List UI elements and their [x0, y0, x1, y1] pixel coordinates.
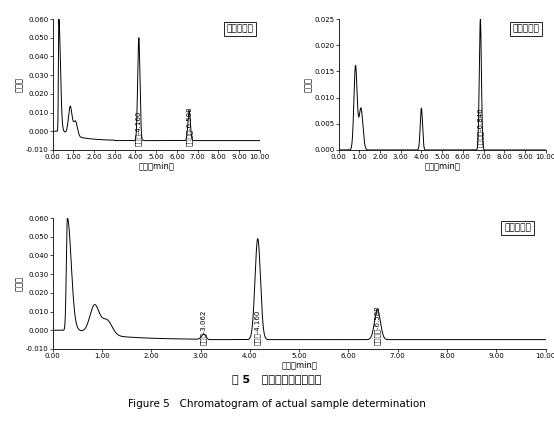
Text: 山梨酸-4.160: 山梨酸-4.160	[254, 310, 261, 345]
X-axis label: 时间（min）: 时间（min）	[138, 162, 174, 170]
Text: 月饼色谱图: 月饼色谱图	[504, 223, 531, 232]
Text: 糕点色谱图: 糕点色谱图	[227, 24, 254, 33]
Text: 山梨酸-4.160: 山梨酸-4.160	[136, 111, 142, 146]
Text: Figure 5   Chromatogram of actual sample determination: Figure 5 Chromatogram of actual sample d…	[128, 399, 426, 409]
Text: 脱氢乙酸-6.588: 脱氢乙酸-6.588	[374, 305, 381, 345]
Text: 辣条色谱图: 辣条色谱图	[512, 24, 540, 33]
Text: 脱氢乙酸-6.846: 脱氢乙酸-6.846	[477, 108, 484, 147]
X-axis label: 时间（min）: 时间（min）	[281, 360, 317, 370]
Y-axis label: 响应值: 响应值	[16, 77, 24, 92]
X-axis label: 时间（min）: 时间（min）	[424, 162, 460, 170]
Text: 苯甲酸-3.062: 苯甲酸-3.062	[201, 310, 207, 345]
Text: 脱氢乙酸-6.588: 脱氢乙酸-6.588	[186, 107, 192, 146]
Y-axis label: 响应值: 响应值	[16, 276, 24, 291]
Y-axis label: 响应值: 响应值	[304, 77, 312, 92]
Text: 图 5   实际样品测定色谱图: 图 5 实际样品测定色谱图	[232, 374, 322, 384]
